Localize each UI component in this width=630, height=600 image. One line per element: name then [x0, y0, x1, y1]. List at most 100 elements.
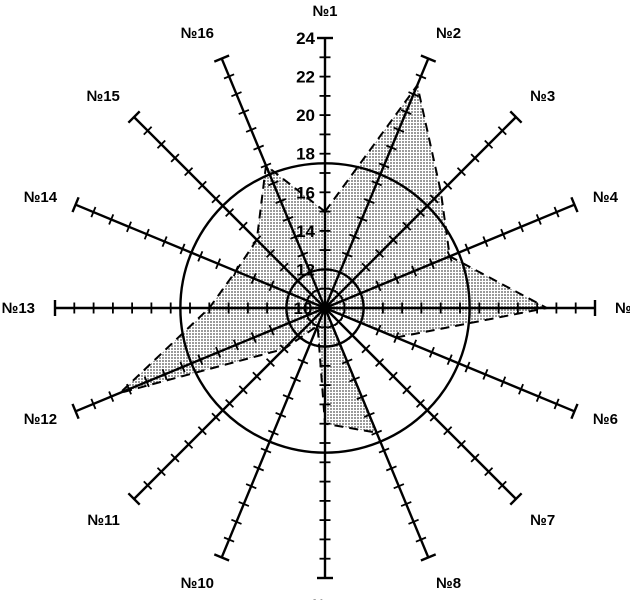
- tick-mark: [375, 248, 385, 258]
- tick-mark: [429, 194, 439, 204]
- tick-mark: [279, 344, 289, 354]
- tick-mark: [408, 518, 419, 525]
- tick-mark: [535, 214, 542, 225]
- tick-mark: [268, 324, 275, 336]
- tick-mark: [363, 198, 375, 205]
- tick-mark: [260, 162, 272, 169]
- tick-mark: [238, 385, 248, 395]
- tick-mark: [402, 385, 412, 395]
- tick-mark: [184, 439, 194, 449]
- tick-mark: [179, 361, 186, 373]
- tick-mark: [238, 109, 250, 115]
- tick-mark: [161, 236, 168, 248]
- tick-mark: [334, 340, 346, 347]
- axis-label-8: №8: [436, 575, 461, 592]
- tick-label: 16: [296, 183, 315, 202]
- tick-mark: [282, 394, 294, 401]
- axis-label-10: №10: [181, 575, 214, 592]
- axis-end-cap-14: [71, 196, 80, 213]
- tick-mark: [293, 330, 303, 340]
- tick-mark: [500, 376, 507, 388]
- tick-mark: [252, 235, 262, 245]
- tick-label: 14: [296, 222, 315, 241]
- axis-end-cap-11: [127, 492, 141, 506]
- tick-mark: [143, 376, 150, 388]
- tick-mark: [375, 358, 385, 368]
- tick-mark: [446, 354, 453, 366]
- tick-mark: [402, 221, 412, 231]
- tick-mark: [253, 144, 265, 151]
- axis-label-13: №13: [2, 300, 35, 317]
- tick-mark: [293, 276, 303, 286]
- tick-mark: [215, 346, 222, 358]
- axis-label-14: №14: [24, 189, 58, 206]
- tick-mark: [470, 453, 480, 463]
- axis-end-cap-4: [570, 196, 579, 213]
- axis-end-cap-16: [213, 54, 230, 63]
- tick-mark: [411, 339, 418, 351]
- tick-mark: [385, 144, 397, 151]
- axis-label-9: №9: [312, 597, 337, 600]
- tick-mark: [197, 354, 204, 366]
- tick-mark: [363, 411, 375, 418]
- tick-mark: [265, 358, 275, 368]
- tick-mark: [143, 480, 153, 490]
- tick-mark: [411, 265, 418, 277]
- tick-mark: [211, 194, 221, 204]
- tick-mark: [400, 109, 412, 115]
- tick-mark: [357, 317, 364, 329]
- tick-mark: [179, 243, 186, 255]
- tick-label: 20: [296, 106, 315, 125]
- tick-mark: [143, 228, 150, 240]
- tick-mark: [90, 206, 97, 218]
- tick-mark: [375, 280, 382, 292]
- tick-mark: [126, 221, 132, 233]
- axis-label-4: №4: [593, 189, 619, 206]
- tick-mark: [415, 398, 425, 408]
- tick-mark: [356, 215, 368, 222]
- tick-mark: [108, 214, 115, 225]
- tick-mark: [456, 167, 466, 177]
- tick-mark: [443, 180, 453, 190]
- tick-mark: [415, 208, 425, 218]
- axis-label-6: №6: [593, 411, 618, 428]
- tick-mark: [393, 126, 405, 133]
- tick-mark: [518, 383, 524, 395]
- tick-mark: [232, 339, 239, 351]
- tick-mark: [312, 287, 324, 294]
- tick-mark: [238, 501, 250, 507]
- tick-mark: [428, 346, 435, 358]
- tick-mark: [252, 371, 262, 381]
- tick-label: 10: [294, 299, 313, 318]
- tick-mark: [497, 126, 507, 136]
- tick-mark: [304, 340, 316, 347]
- tick-mark: [225, 208, 235, 218]
- tick-mark: [553, 206, 560, 218]
- tick-mark: [349, 376, 360, 383]
- tick-mark: [484, 467, 494, 477]
- tick-mark: [429, 412, 439, 422]
- axis-label-5: №5: [615, 300, 630, 317]
- axis-end-cap-7: [509, 492, 523, 506]
- axis-label-7: №7: [530, 512, 555, 529]
- series-area-1: [119, 82, 550, 434]
- tick-mark: [371, 429, 383, 436]
- axis-end-cap-10: [213, 553, 230, 562]
- tick-mark: [500, 228, 507, 240]
- tick-mark: [260, 447, 272, 454]
- tick-mark: [184, 167, 194, 177]
- tick-mark: [297, 251, 309, 258]
- tick-mark: [225, 398, 235, 408]
- tick-mark: [334, 269, 346, 276]
- tick-mark: [304, 269, 316, 276]
- tick-mark: [553, 398, 560, 410]
- axis-end-cap-2: [420, 54, 437, 63]
- tick-mark: [361, 344, 371, 354]
- tick-mark: [156, 467, 166, 477]
- tick-mark: [238, 221, 248, 231]
- tick-mark: [279, 262, 289, 272]
- tick-mark: [143, 126, 153, 136]
- tick-mark: [197, 180, 207, 190]
- tick-mark: [275, 411, 287, 418]
